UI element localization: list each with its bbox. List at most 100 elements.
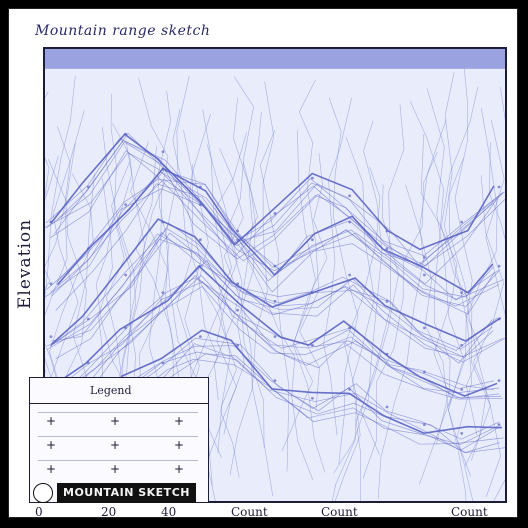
texture-line [409,101,451,445]
data-point [385,229,389,233]
series-line [57,132,503,257]
texture-line [485,119,505,501]
data-point [497,423,501,427]
data-point [273,299,277,303]
legend-mark: + [46,414,57,428]
plot-svg [45,49,505,501]
texture-line [157,91,184,415]
texture-line [223,97,256,435]
chart-frame: Mountain range sketch Elevation Legend +… [8,8,518,518]
texture-line [219,148,274,497]
texture-line [405,184,467,501]
series-line [51,188,500,307]
legend-mark: + [110,414,121,428]
data-point [348,220,352,224]
texture-line [360,104,405,455]
data-point [161,150,165,154]
series-line [50,178,495,315]
legend-mark: + [174,414,185,428]
texture-line [444,72,472,477]
legend-title: Legend [90,384,132,397]
x-axis-ticks: 0 20 40 Count Count Count [31,505,511,518]
data-point [161,291,165,295]
texture-line [292,130,326,473]
texture-line [355,184,399,501]
series-line [45,138,505,269]
data-point [273,379,277,383]
logo-icon [33,483,53,503]
series-line [56,179,494,298]
data-point [460,432,464,435]
texture-line [323,98,352,436]
x-tick-label: 0 [35,505,43,518]
texture-line [489,142,505,240]
data-point [497,264,501,268]
data-point [310,176,314,180]
texture-line [362,152,438,479]
series-line [47,232,504,358]
legend-row: + + + [38,436,198,453]
legend-header: Legend [30,378,208,404]
texture-line [298,79,320,411]
texture-line [466,107,498,436]
texture-line [333,120,383,474]
data-point [273,335,277,339]
texture-line [328,97,359,464]
data-point [236,229,240,233]
series-line [50,218,502,346]
x-tick-label: 20 [101,505,117,518]
legend-mark: + [174,462,185,476]
data-point [236,282,240,286]
data-point [348,194,352,198]
texture-line [95,93,130,393]
texture-line [240,112,265,448]
data-point [124,203,127,207]
data-point [198,238,202,242]
series-line [55,183,500,311]
legend: Legend + + + + + + + + + [29,377,209,503]
texture-line [500,87,505,121]
texture-line [448,158,501,498]
stamp-text: MOUNTAIN SKETCH [63,486,190,499]
stamp-label: MOUNTAIN SKETCH [33,483,196,503]
data-point [198,335,202,339]
data-point [423,255,426,259]
data-point [497,317,501,321]
data-point [86,317,90,321]
data-point [49,220,53,224]
legend-mark: + [110,438,121,452]
data-point [86,361,90,365]
series-line [49,281,500,395]
series-line [45,152,504,268]
x-tick-label: Count [321,505,358,518]
legend-row: + + + [38,412,198,429]
data-point [273,211,277,215]
data-point [348,326,352,330]
data-point [124,132,127,136]
texture-line [440,86,491,461]
series-line [50,228,493,350]
texture-line [377,119,447,499]
data-point [124,273,127,277]
data-point [236,343,240,347]
data-point [161,220,165,224]
chart-title: Mountain range sketch [35,23,211,39]
data-point [460,291,464,295]
data-point [460,388,464,391]
data-point [385,352,389,356]
texture-line [229,81,275,476]
series-line [51,259,494,398]
legend-mark: + [46,462,57,476]
texture-line [334,136,375,501]
texture-line [419,134,458,485]
data-point [236,308,240,312]
data-point [423,273,426,277]
texture-line [464,175,505,501]
data-point [385,405,389,409]
data-point [198,264,202,268]
data-point [310,291,314,295]
data-point [310,396,314,400]
texture-line [213,76,254,401]
legend-mark: + [46,438,57,452]
series-line [50,274,503,416]
